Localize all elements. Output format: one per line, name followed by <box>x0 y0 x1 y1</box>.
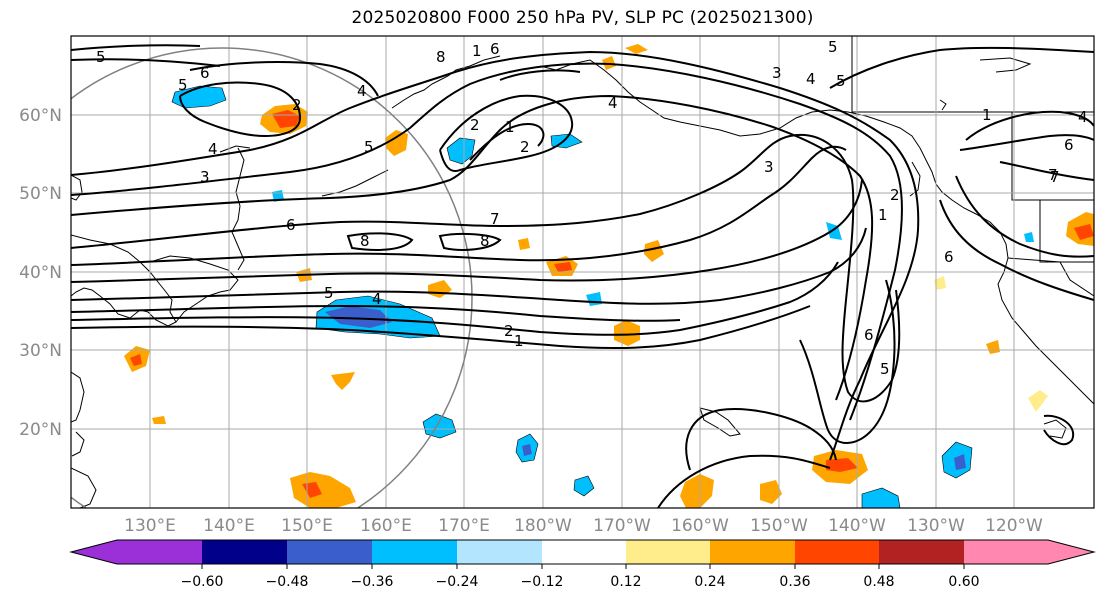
colorbar: −0.60 −0.48 −0.36 −0.24 −0.12 0.12 0.24 … <box>69 539 1096 590</box>
lon-label: 140°W <box>828 516 886 536</box>
colorbar-segment <box>372 540 457 564</box>
lon-label: 150°W <box>750 516 808 536</box>
colorbar-tick-label: 0.60 <box>948 574 979 590</box>
page-title: 2025020800 F000 250 hPa PV, SLP PC (2025… <box>351 8 814 28</box>
lat-label: 30°N <box>19 341 62 361</box>
lon-label: 170°W <box>593 516 651 536</box>
svg-text:8: 8 <box>360 232 370 250</box>
svg-text:4: 4 <box>208 140 218 158</box>
colorbar-segment <box>457 540 542 564</box>
lat-label: 60°N <box>19 106 62 126</box>
svg-text:2: 2 <box>292 96 302 114</box>
colorbar-segment <box>117 540 202 564</box>
svg-text:5: 5 <box>364 138 374 156</box>
lat-label: 40°N <box>19 263 62 283</box>
svg-text:6: 6 <box>200 64 210 82</box>
colorbar-tick-label: −0.36 <box>351 574 394 590</box>
lon-label: 160°E <box>360 516 412 536</box>
colorbar-tick-label: −0.60 <box>181 574 224 590</box>
lon-label: 160°W <box>671 516 729 536</box>
slp-contours <box>71 44 1094 508</box>
colorbar-tick-label: 0.24 <box>694 574 725 590</box>
svg-text:7: 7 <box>490 210 500 228</box>
colorbar-extend-min <box>71 540 117 564</box>
lon-label: 130°E <box>124 516 176 536</box>
svg-text:4: 4 <box>357 82 367 100</box>
colorbar-segment <box>879 540 964 564</box>
svg-text:8: 8 <box>480 232 490 250</box>
colorbar-tick-label: −0.24 <box>436 574 479 590</box>
svg-text:6: 6 <box>1064 136 1074 154</box>
svg-text:5: 5 <box>828 38 838 56</box>
svg-text:4: 4 <box>806 70 816 88</box>
svg-text:5: 5 <box>880 360 890 378</box>
colorbar-tick-label: −0.12 <box>521 574 564 590</box>
lat-label: 20°N <box>19 420 62 440</box>
contour-labels: 5 6 5 4 5 2 3 4 8 1 6 5 3 4 5 2 1 2 3 1 … <box>96 38 1088 378</box>
colorbar-tick-label: −0.48 <box>266 574 309 590</box>
svg-text:3: 3 <box>764 158 774 176</box>
svg-text:1: 1 <box>982 106 992 124</box>
map-frame <box>70 35 1095 509</box>
svg-text:4: 4 <box>1078 108 1088 126</box>
svg-text:5: 5 <box>96 48 106 66</box>
lon-label: 150°E <box>281 516 333 536</box>
colorbar-tick-label: 0.48 <box>863 574 894 590</box>
colorbar-tick-label: 0.36 <box>779 574 810 590</box>
svg-text:4: 4 <box>608 94 618 112</box>
range-circle <box>71 47 473 508</box>
svg-text:5: 5 <box>836 72 846 90</box>
colorbar-segment <box>626 540 710 564</box>
svg-text:3: 3 <box>772 64 782 82</box>
svg-text:6: 6 <box>864 326 874 344</box>
svg-text:1: 1 <box>878 206 888 224</box>
colorbar-segment <box>964 540 1048 564</box>
colorbar-segment <box>287 540 372 564</box>
lon-label: 140°E <box>203 516 255 536</box>
svg-text:5: 5 <box>178 76 188 94</box>
latitude-labels: 60°N 50°N 40°N 30°N 20°N <box>19 106 62 440</box>
lon-label: 170°E <box>438 516 490 536</box>
colorbar-segment <box>795 540 879 564</box>
svg-text:7: 7 <box>1050 168 1060 186</box>
svg-text:1: 1 <box>505 118 515 136</box>
colorbar-extend-max <box>1048 540 1094 564</box>
lat-label: 50°N <box>19 184 62 204</box>
colorbar-tick-label: 0.12 <box>610 574 641 590</box>
svg-text:1: 1 <box>472 42 482 60</box>
longitude-labels: 130°E 140°E 150°E 160°E 170°E 180°W 170°… <box>124 516 1043 536</box>
colorbar-segment <box>202 540 287 564</box>
pv-shading <box>124 44 1094 508</box>
svg-text:1: 1 <box>514 332 524 350</box>
colorbar-segment <box>542 540 626 564</box>
svg-text:4: 4 <box>372 290 382 308</box>
lon-label: 180°W <box>514 516 572 536</box>
svg-text:2: 2 <box>890 186 900 204</box>
svg-text:5: 5 <box>324 284 334 302</box>
lon-label: 120°W <box>985 516 1043 536</box>
svg-text:2: 2 <box>520 138 530 156</box>
svg-text:2: 2 <box>504 322 514 340</box>
lon-label: 130°W <box>907 516 965 536</box>
svg-text:2: 2 <box>470 116 480 134</box>
svg-text:8: 8 <box>436 48 446 66</box>
svg-text:6: 6 <box>490 40 500 58</box>
svg-text:7: 7 <box>1048 166 1058 184</box>
svg-text:6: 6 <box>286 216 296 234</box>
svg-text:3: 3 <box>200 168 210 186</box>
colorbar-segment <box>710 540 795 564</box>
svg-text:6: 6 <box>944 248 954 266</box>
